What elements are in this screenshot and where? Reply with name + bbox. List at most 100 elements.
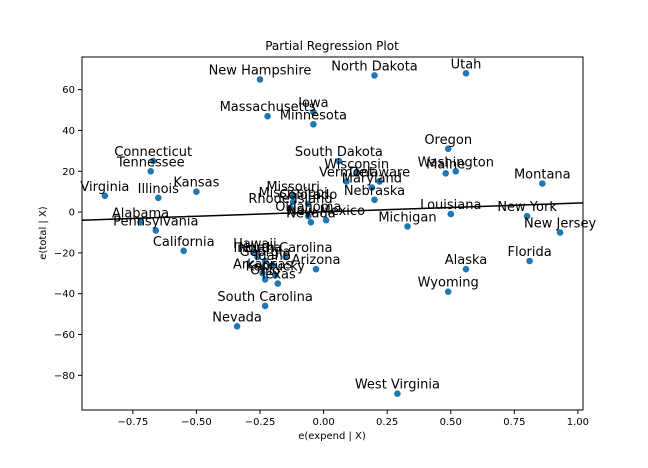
data-point — [137, 219, 144, 226]
y-tick-label: −40 — [54, 289, 75, 300]
point-label: Wisconsin — [324, 157, 389, 172]
point-label: New York — [497, 200, 557, 215]
data-point — [282, 253, 289, 261]
point-label: Wyoming — [418, 276, 479, 291]
data-point — [269, 261, 277, 269]
point-label: Nevada — [286, 206, 336, 221]
y-tick-label: 0 — [69, 208, 75, 219]
data-point — [394, 390, 401, 398]
data-point — [272, 272, 279, 279]
point-label: Oklahoma — [275, 200, 341, 215]
point-label: Alaska — [445, 253, 488, 268]
data-point — [149, 157, 157, 165]
data-point — [310, 121, 317, 128]
chart-title: Partial Regression Plot — [265, 39, 399, 53]
point-label: Tennessee — [116, 155, 185, 170]
x-tick-label: 0.00 — [312, 417, 334, 428]
point-label: Delaware — [349, 166, 410, 181]
data-point — [556, 229, 564, 236]
point-label: Mississippi — [258, 186, 327, 201]
y-axis-label: e(total | X) — [38, 206, 49, 259]
data-point — [147, 168, 154, 175]
data-point — [310, 108, 317, 116]
point-label: Texas — [259, 268, 296, 283]
x-tick-label: 0.50 — [440, 417, 462, 428]
point-label: Illinois — [138, 182, 179, 197]
data-point — [287, 204, 294, 212]
data-point — [523, 212, 531, 220]
point-label: Oregon — [424, 133, 472, 148]
y-tick-label: 20 — [62, 167, 75, 178]
data-point — [404, 223, 411, 230]
point-label: Indiana — [233, 241, 281, 256]
point-label: Florida — [507, 245, 551, 260]
point-label: Maine — [426, 157, 465, 172]
data-point — [180, 247, 187, 255]
data-point — [452, 168, 460, 175]
x-axis-label: e(expend | X) — [298, 431, 366, 442]
data-point — [274, 280, 282, 287]
data-point — [462, 70, 470, 77]
point-label: New Mexico — [287, 204, 365, 219]
data-point — [335, 157, 343, 165]
point-label: North Carolina — [239, 241, 333, 256]
data-point — [155, 194, 162, 202]
y-tick-label: −80 — [54, 371, 75, 382]
data-point — [444, 145, 452, 153]
data-point — [526, 257, 533, 265]
plot-area: Utah North Dakota New Hampshire IowaMassach… — [80, 57, 596, 398]
point-label: North Dakota — [331, 59, 418, 74]
point-label: California — [153, 235, 215, 250]
data-point — [368, 184, 376, 191]
y-tick-label: 60 — [62, 85, 75, 96]
data-point — [193, 188, 200, 195]
data-point — [444, 288, 452, 296]
data-point — [539, 180, 546, 187]
data-point — [442, 170, 450, 177]
point-label: Washington — [418, 155, 494, 170]
point-label: Missouri — [266, 180, 320, 195]
point-label: Iowa — [298, 96, 328, 111]
data-point — [289, 192, 297, 200]
point-label: Maryland — [342, 172, 402, 187]
y-tick-label: −20 — [54, 248, 75, 259]
point-label: Minnesota — [280, 108, 347, 123]
point-label: Arizona — [292, 253, 341, 268]
point-label: Hawaii — [233, 237, 277, 252]
point-label: Idaho — [255, 249, 291, 264]
y-axis: −80 −60 −40 −20 0 20 40 60 — [54, 85, 82, 382]
data-point — [371, 196, 378, 204]
data-point — [261, 257, 269, 265]
data-point — [261, 276, 269, 283]
data-point — [305, 200, 312, 208]
data-point — [289, 198, 297, 206]
data-point — [254, 253, 261, 261]
x-tick-label: 0.25 — [376, 417, 398, 428]
point-label: Utah — [451, 57, 482, 72]
data-point — [152, 227, 160, 234]
point-label: Nevada — [212, 310, 262, 325]
point-label: Rhode Island — [248, 192, 332, 207]
x-axis: −0.75 −0.50 −0.25 0.00 0.25 0.50 0.75 1.00 — [118, 410, 589, 428]
point-label: Kansas — [173, 176, 219, 191]
point-label: Colorado — [279, 188, 337, 203]
point-label: New Hampshire — [209, 63, 312, 78]
point-label: Michigan — [378, 210, 436, 225]
point-label: Connecticut — [114, 145, 192, 160]
plot-frame — [81, 56, 584, 411]
data-point — [264, 112, 271, 120]
point-label: Vermont — [319, 166, 374, 181]
data-point — [312, 265, 320, 273]
data-point — [376, 178, 383, 185]
point-label: Virginia — [80, 180, 129, 195]
x-tick-label: −0.75 — [118, 417, 149, 428]
data-point — [371, 72, 378, 79]
fit-line — [81, 202, 584, 221]
point-label: Pennsylvania — [113, 214, 198, 229]
data-point — [307, 219, 315, 226]
point-labels: Utah North Dakota New Hampshire IowaMassach… — [80, 57, 596, 392]
y-tick-label: −60 — [54, 330, 75, 341]
point-label: Massachusetts — [220, 100, 316, 115]
